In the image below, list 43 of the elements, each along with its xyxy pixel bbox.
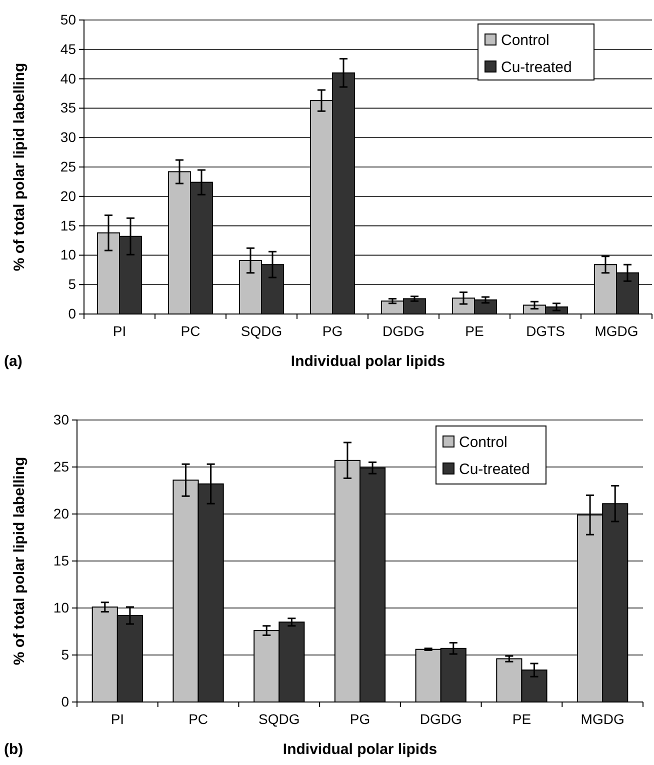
x-tick-label: DGDG xyxy=(420,710,462,727)
x-tick-label: PG xyxy=(350,710,370,727)
y-tick-label: 15 xyxy=(53,552,70,568)
y-tick-label: 45 xyxy=(60,40,76,57)
y-tick-label: 0 xyxy=(61,693,70,710)
x-tick-label: PC xyxy=(188,710,208,727)
x-axis-title: Individual polar lipids xyxy=(282,741,438,758)
x-tick-label: PI xyxy=(112,322,126,339)
text: (a) xyxy=(4,353,22,370)
x-axis-title: Individual polar lipids xyxy=(290,353,446,370)
text: (b) xyxy=(4,741,24,758)
y-tick-label: 25 xyxy=(60,158,76,174)
x-tick-label: MGDG xyxy=(594,322,638,339)
x-tick-label: SQDG xyxy=(240,322,282,339)
y-tick-label: 5 xyxy=(61,646,70,662)
x-tick-label: SQDG xyxy=(258,710,300,727)
y-tick-label: 40 xyxy=(60,70,76,86)
x-tick-label: PE xyxy=(512,710,532,727)
x-tick-label: MGDG xyxy=(580,710,624,727)
legend-label: Cu-treated xyxy=(459,461,530,478)
x-tick-label: PE xyxy=(465,322,484,339)
y-tick-label: 0 xyxy=(68,305,76,322)
x-tick-label: PI xyxy=(110,710,124,727)
legend-label: Control xyxy=(501,32,550,49)
y-axis-title: % of total polar lipid labelling xyxy=(11,62,28,272)
y-tick-label: 50 xyxy=(60,11,76,28)
x-tick-label: DGTS xyxy=(526,322,565,339)
y-axis-title: % of total polar lipid labelling xyxy=(11,456,28,666)
y-tick-label: 15 xyxy=(60,217,76,234)
y-tick-label: 5 xyxy=(68,276,76,292)
y-tick-label: 20 xyxy=(60,188,76,204)
y-tick-label: 10 xyxy=(53,599,70,616)
y-tick-label: 20 xyxy=(53,505,70,522)
y-tick-label: 30 xyxy=(53,411,70,428)
legend-label: Cu-treated xyxy=(501,59,572,76)
x-tick-label: PC xyxy=(180,322,200,339)
x-tick-label: DGDG xyxy=(382,322,424,339)
legend-label: Control xyxy=(459,434,508,451)
x-tick-label: PG xyxy=(322,322,343,339)
y-tick-label: 25 xyxy=(53,458,70,474)
y-tick-label: 35 xyxy=(60,100,76,116)
y-tick-label: 10 xyxy=(60,246,76,263)
y-tick-label: 30 xyxy=(60,129,76,146)
